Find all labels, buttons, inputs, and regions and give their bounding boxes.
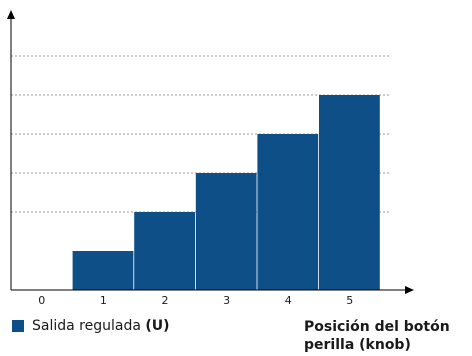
x-axis-title: Posición del botón perilla (knob) [304,319,450,353]
x-tick-labels: 0 1 2 3 4 5 [38,294,353,307]
bars [72,95,380,290]
x-tick-label: 5 [346,294,353,307]
legend-swatch [12,320,24,332]
bar-4 [257,134,319,290]
x-tick-label: 2 [162,294,169,307]
legend: Salida regulada (U) [12,318,170,334]
axes [7,10,414,294]
x-axis-arrow-icon [405,286,414,294]
legend-unit: (U) [145,318,170,334]
y-axis-arrow-icon [7,10,15,19]
bar-2 [134,212,195,290]
x-tick-label: 1 [100,294,107,307]
legend-label: Salida regulada (U) [32,318,170,334]
legend-series-name: Salida regulada [32,318,146,334]
x-tick-label: 3 [223,294,230,307]
x-tick-label: 0 [38,294,45,307]
bar-3 [195,173,257,290]
x-tick-label: 4 [285,294,292,307]
bar-1 [72,251,134,290]
bar-5 [319,95,380,290]
